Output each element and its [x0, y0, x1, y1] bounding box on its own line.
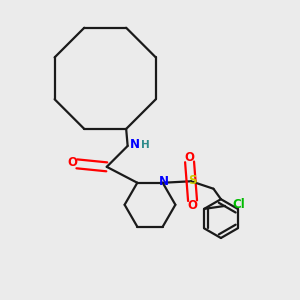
- Text: O: O: [68, 156, 77, 169]
- Text: H: H: [141, 140, 150, 150]
- Text: Cl: Cl: [232, 198, 245, 211]
- Text: S: S: [188, 174, 196, 187]
- Text: N: N: [159, 175, 169, 188]
- Text: O: O: [188, 199, 198, 212]
- Text: N: N: [130, 138, 140, 151]
- Text: O: O: [184, 151, 195, 164]
